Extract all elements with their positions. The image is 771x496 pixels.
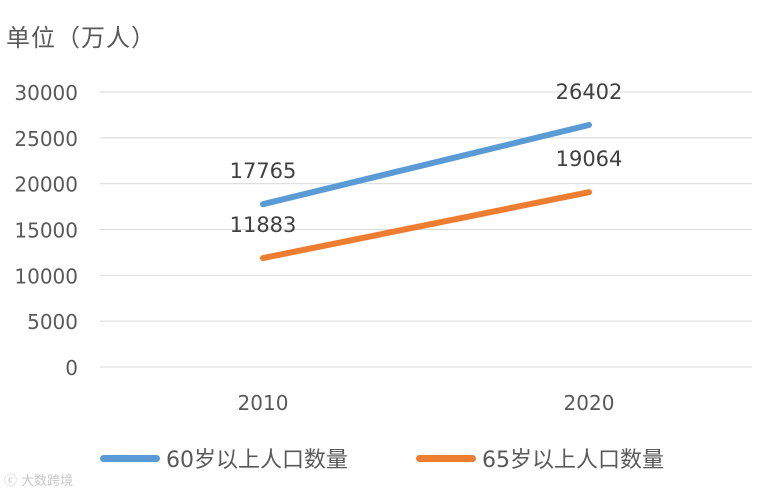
- y-tick-label-0: 0: [65, 356, 78, 380]
- y-tick-label-30000: 30000: [14, 81, 78, 105]
- y-tick-label-25000: 25000: [14, 127, 78, 151]
- chart-legend: 60岁以上人口数量 65岁以上人口数量: [0, 440, 771, 476]
- series-line-0: [260, 121, 592, 208]
- legend-swatch-65plus: [416, 454, 476, 462]
- data-label-0-0: 17765: [230, 159, 297, 183]
- legend-item-60plus: 60岁以上人口数量: [100, 440, 348, 476]
- data-label-1-0: 11883: [230, 213, 297, 237]
- data-label-0-1: 26402: [556, 80, 623, 104]
- y-tick-label-20000: 20000: [14, 173, 78, 197]
- x-tick-label-2010: 2010: [238, 391, 289, 415]
- y-unit-label: 单位（万人）: [6, 24, 156, 52]
- legend-label-60plus: 60岁以上人口数量: [166, 448, 348, 473]
- legend-item-65plus: 65岁以上人口数量: [416, 440, 664, 476]
- series-line-1: [260, 189, 592, 262]
- data-label-1-1: 19064: [556, 147, 623, 171]
- y-tick-label-5000: 5000: [27, 310, 78, 334]
- x-tick-label-2020: 2020: [564, 391, 615, 415]
- y-tick-label-10000: 10000: [14, 264, 78, 288]
- watermark-logo: ⓒ 大数跨境: [4, 474, 74, 489]
- y-tick-label-15000: 15000: [14, 219, 78, 243]
- legend-swatch-60plus: [100, 454, 160, 462]
- legend-label-65plus: 65岁以上人口数量: [482, 448, 664, 473]
